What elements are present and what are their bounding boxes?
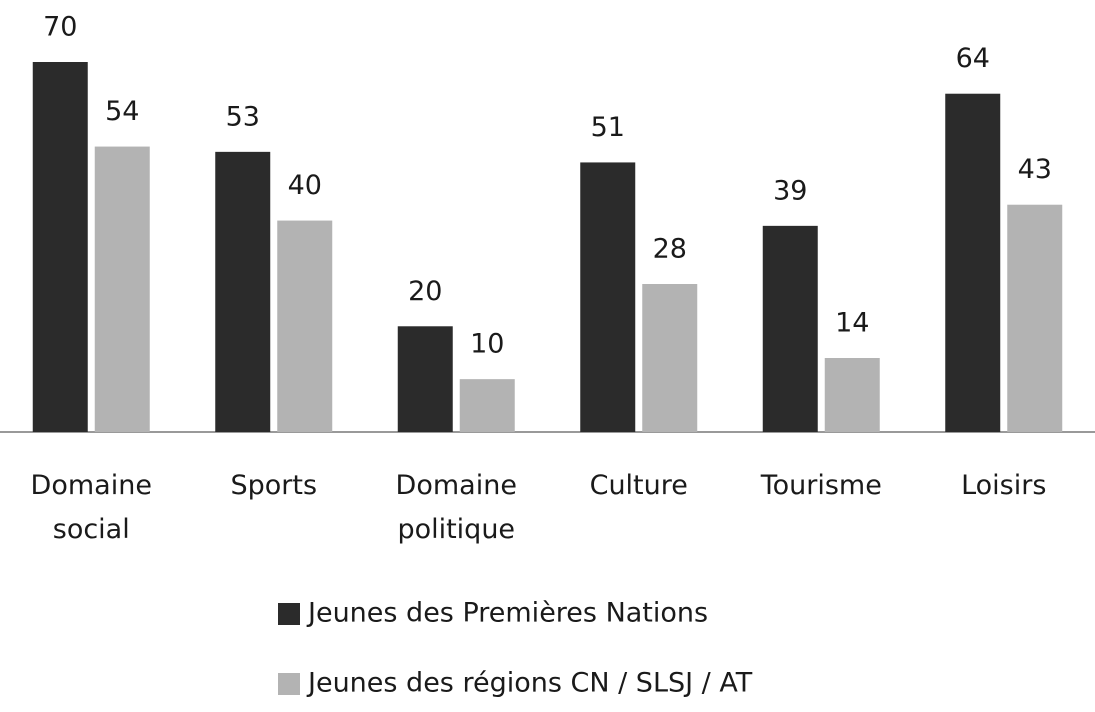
bar [397, 326, 453, 432]
x-tick-label: Sports [230, 470, 318, 501]
value-label: 20 [408, 276, 442, 307]
legend-swatch [278, 673, 300, 695]
bar [277, 220, 333, 432]
value-label: 70 [43, 12, 77, 43]
x-tick-label: Culture [589, 470, 688, 501]
bar [945, 93, 1001, 432]
bar [642, 284, 698, 432]
bar [94, 146, 150, 433]
value-label: 10 [470, 329, 504, 360]
bar [459, 379, 515, 432]
legend-label: Jeunes des Premières Nations [306, 598, 708, 629]
bar [32, 62, 88, 432]
value-label: 54 [105, 96, 139, 127]
value-label: 40 [288, 170, 322, 201]
legend-swatch [278, 603, 300, 625]
value-label: 51 [591, 112, 625, 143]
x-tick-label: Tourisme [760, 470, 882, 501]
legend-label: Jeunes des régions CN / SLSJ / AT [306, 668, 753, 699]
value-label: 14 [835, 308, 869, 339]
value-label: 43 [1018, 154, 1052, 185]
bar [1007, 204, 1063, 432]
value-label: 64 [956, 43, 990, 74]
bar [824, 358, 880, 432]
value-label: 53 [226, 101, 260, 132]
bar [215, 151, 271, 432]
bar [580, 162, 636, 432]
x-tick-label: Domaine politique [395, 470, 517, 545]
value-label: 39 [773, 175, 807, 206]
x-tick-label: Loisirs [961, 470, 1047, 501]
x-tick-label: Domaine social [30, 470, 152, 545]
bar [762, 225, 818, 432]
value-label: 28 [653, 234, 687, 265]
